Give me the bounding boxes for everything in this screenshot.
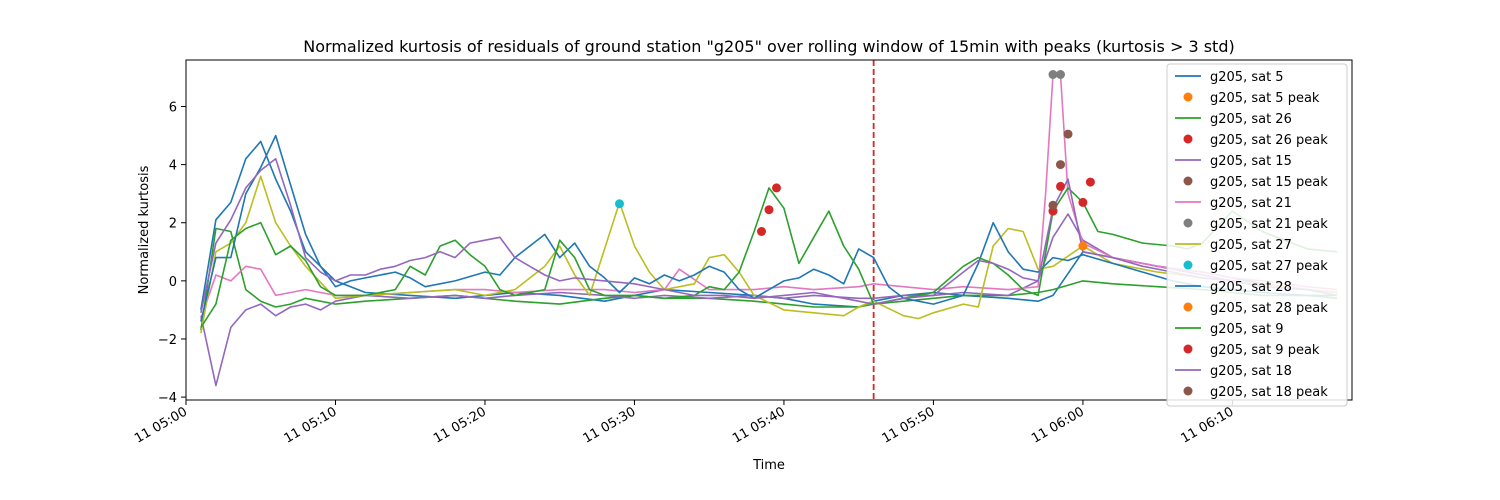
legend-entry: g205, sat 15 peak xyxy=(1210,175,1328,190)
legend-entry: g205, sat 28 peak xyxy=(1210,301,1328,316)
legend-swatch xyxy=(1183,218,1193,228)
peak-point-g205-sat-21-peak-0 xyxy=(1048,70,1058,79)
legend-entry: g205, sat 9 peak xyxy=(1210,343,1320,358)
legend-swatch xyxy=(1183,134,1193,144)
series-line-g205-sat-26 xyxy=(200,227,1338,331)
series-line-g205-sat-27 xyxy=(200,175,1338,334)
series-line-g205-sat-21 xyxy=(200,73,1338,319)
legend-entry: g205, sat 15 xyxy=(1210,154,1292,169)
peak-point-g205-sat-15-peak-0 xyxy=(1056,160,1065,170)
peak-point-g205-sat-21-peak-1 xyxy=(1056,70,1065,79)
series-line-g205-sat-18 xyxy=(200,158,1338,313)
peak-point-g205-sat-15-peak-1 xyxy=(1063,129,1073,139)
peak-point-g205-sat-28-peak-0 xyxy=(1078,241,1088,251)
peak-point-g205-sat-18-peak-0 xyxy=(1048,200,1058,210)
axes-frame xyxy=(185,59,1353,401)
y-tick-label: 6 xyxy=(169,100,177,115)
legend-entry: g205, sat 18 xyxy=(1210,364,1292,379)
y-tick-label: 0 xyxy=(169,275,177,290)
x-axis-title: Time xyxy=(752,458,785,473)
y-tick-label: −4 xyxy=(158,391,177,406)
series-line-g205-sat-9 xyxy=(200,187,1338,328)
x-tick-label: 11 05:50 xyxy=(880,404,938,446)
peak-point-g205-sat-9-peak-4 xyxy=(1056,181,1065,191)
legend-swatch xyxy=(1183,92,1193,102)
peak-point-g205-sat-27-peak-0 xyxy=(615,199,624,209)
legend-entry: g205, sat 9 xyxy=(1210,322,1284,337)
x-tick-label: 11 05:20 xyxy=(431,404,489,446)
legend-entry: g205, sat 26 xyxy=(1210,112,1292,127)
x-tick-label: 11 06:00 xyxy=(1029,404,1087,446)
peak-point-g205-sat-9-peak-2 xyxy=(772,183,781,193)
legend-entry: g205, sat 18 peak xyxy=(1210,385,1328,400)
legend-entry: g205, sat 21 xyxy=(1210,196,1292,211)
series-layer xyxy=(200,60,1338,400)
y-axis-title: Normalized kurtosis xyxy=(137,165,152,294)
series-line-g205-sat-28 xyxy=(200,134,1338,322)
legend-swatch xyxy=(1183,386,1193,396)
peak-point-g205-sat-9-peak-5 xyxy=(1078,197,1088,207)
y-tick-label: −2 xyxy=(158,333,177,348)
x-tick-label: 11 06:10 xyxy=(1179,404,1237,446)
x-tick-label: 11 05:40 xyxy=(730,404,788,446)
chart-title: Normalized kurtosis of residuals of grou… xyxy=(303,37,1234,56)
y-tick-label: 4 xyxy=(169,159,177,174)
legend-swatch xyxy=(1183,260,1193,270)
legend-box xyxy=(1166,63,1348,407)
x-tick-label: 11 05:00 xyxy=(132,404,190,446)
peak-point-g205-sat-9-peak-6 xyxy=(1085,177,1095,187)
x-tick-label: 11 05:10 xyxy=(282,404,340,446)
legend-swatch xyxy=(1183,344,1193,354)
peak-point-g205-sat-9-peak-1 xyxy=(764,205,774,215)
legend-entry: g205, sat 5 xyxy=(1210,70,1284,85)
legend-entry: g205, sat 27 xyxy=(1210,238,1292,253)
legend-entry: g205, sat 26 peak xyxy=(1210,133,1328,148)
legend-swatch xyxy=(1183,302,1193,312)
legend: g205, sat 5 g205, sat 5 peak g205, sat 26 g… xyxy=(1166,63,1348,407)
legend-entry: g205, sat 28 xyxy=(1210,280,1292,295)
legend-entry: g205, sat 5 peak xyxy=(1210,91,1320,106)
legend-swatch xyxy=(1183,176,1193,186)
x-tick-label: 11 05:30 xyxy=(581,404,639,446)
peak-point-g205-sat-9-peak-0 xyxy=(757,227,766,236)
y-tick-label: 2 xyxy=(169,217,177,232)
legend-entry: g205, sat 27 peak xyxy=(1210,259,1328,274)
legend-entry: g205, sat 21 peak xyxy=(1210,217,1328,232)
